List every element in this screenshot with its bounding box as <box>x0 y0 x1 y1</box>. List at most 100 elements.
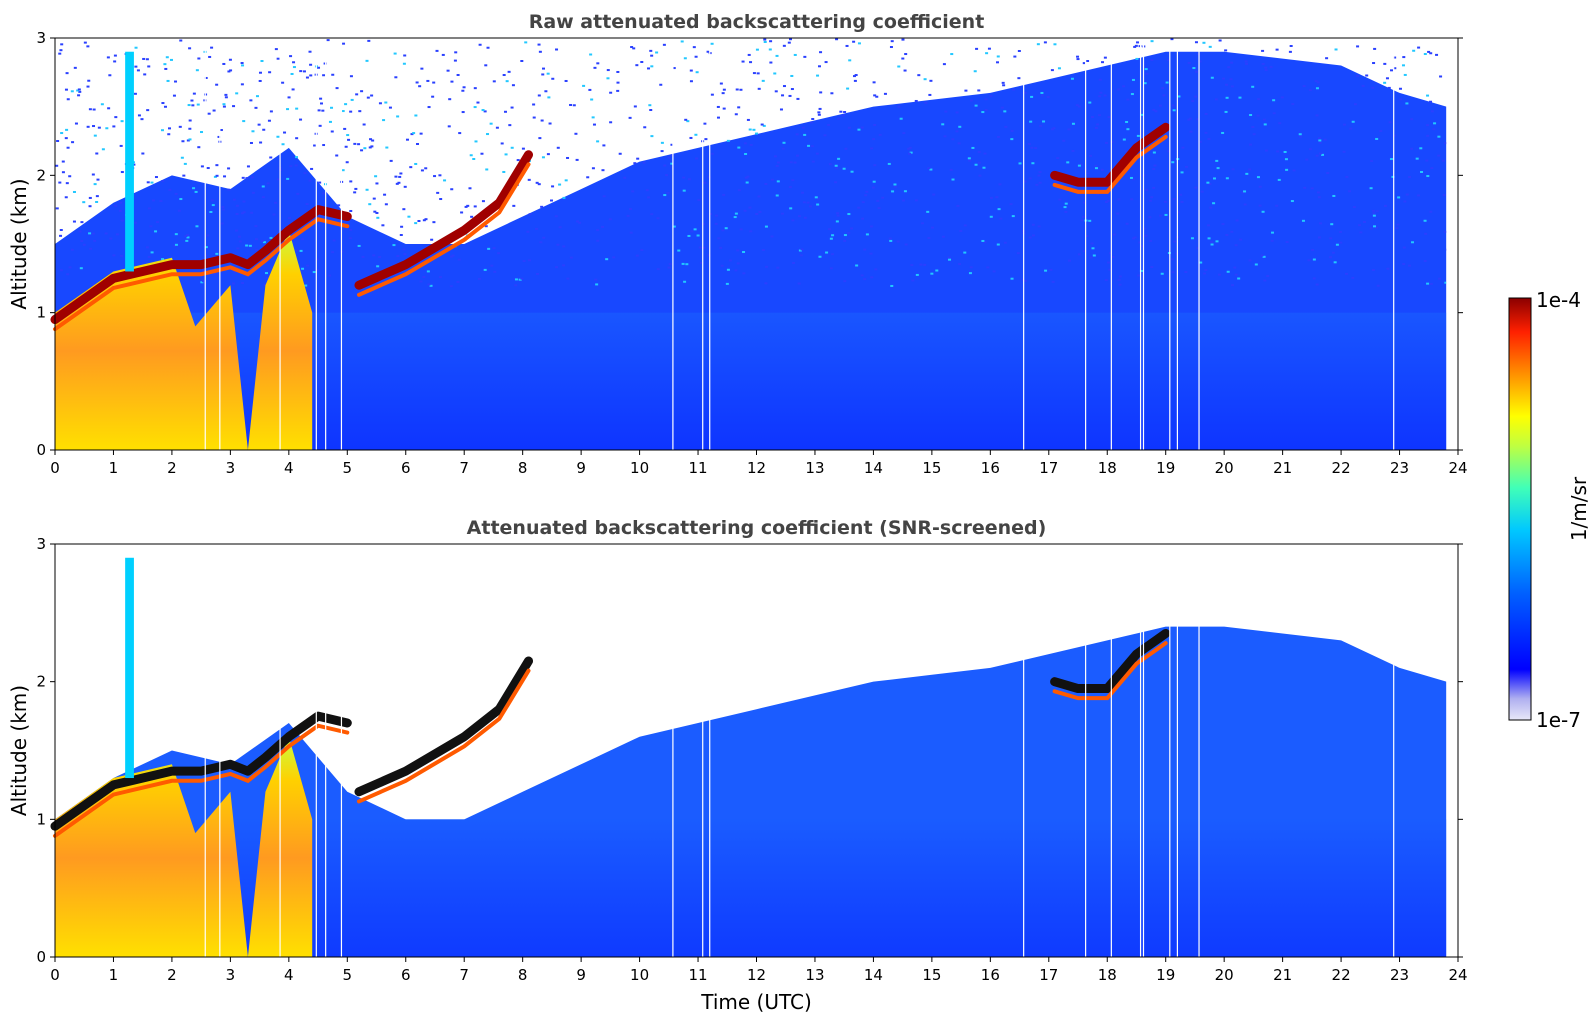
heatmap-noise-pixel <box>889 239 893 242</box>
heatmap-noise-pixel <box>1264 69 1268 72</box>
heatmap-noise-pixel <box>83 41 87 44</box>
heatmap-noise-pixel <box>975 47 979 50</box>
heatmap-noise-pixel <box>514 284 518 287</box>
heatmap-noise-pixel <box>714 222 718 225</box>
heatmap-noise-pixel <box>1260 254 1264 257</box>
heatmap-noise-pixel <box>1209 206 1213 209</box>
heatmap-noise-pixel <box>1042 120 1046 123</box>
heatmap-noise-pixel <box>149 225 153 228</box>
heatmap-noise-pixel <box>1276 150 1280 153</box>
heatmap-noise-pixel <box>96 178 100 181</box>
heatmap-noise-pixel <box>1125 120 1129 123</box>
heatmap-noise-pixel <box>174 192 178 195</box>
heatmap-noise-pixel <box>677 249 681 252</box>
heatmap-noise-pixel <box>540 119 544 122</box>
heatmap-noise-pixel <box>1290 200 1294 203</box>
heatmap-noise-pixel <box>89 247 93 250</box>
heatmap-noise-pixel <box>378 255 382 258</box>
heatmap-noise-pixel <box>1187 61 1191 64</box>
heatmap-noise-pixel <box>305 203 309 206</box>
heatmap-noise-pixel <box>872 81 876 84</box>
heatmap-noise-pixel <box>1185 165 1189 168</box>
heatmap-noise-pixel <box>704 138 708 141</box>
heatmap-noise-pixel <box>721 92 725 95</box>
heatmap-noise-pixel <box>1122 85 1126 88</box>
heatmap-noise-pixel <box>720 264 724 267</box>
heatmap-noise-pixel <box>747 53 751 56</box>
heatmap-noise-pixel <box>419 261 423 264</box>
heatmap-noise-pixel <box>769 40 773 43</box>
heatmap-noise-pixel <box>1191 100 1195 103</box>
heatmap-noise-pixel <box>798 249 802 252</box>
heatmap-noise-pixel <box>1200 190 1204 193</box>
heatmap-noise-pixel <box>1133 236 1137 239</box>
heatmap-noise-pixel <box>1311 248 1315 251</box>
heatmap-noise-pixel <box>344 103 348 106</box>
heatmap-noise-pixel <box>1403 200 1407 203</box>
heatmap-noise-pixel <box>376 216 380 219</box>
x-tick-label: 8 <box>518 966 528 984</box>
heatmap-noise-pixel <box>928 93 932 96</box>
heatmap-noise-pixel <box>87 79 91 82</box>
heatmap-noise-pixel <box>819 51 823 54</box>
heatmap-noise-pixel <box>752 128 756 131</box>
heatmap-noise-pixel <box>1179 193 1183 196</box>
heatmap-noise-pixel <box>82 243 86 246</box>
heatmap-noise-pixel <box>1148 199 1152 202</box>
heatmap-noise-pixel <box>192 187 196 190</box>
heatmap-noise-pixel <box>357 244 361 247</box>
heatmap-noise-pixel <box>1016 252 1020 255</box>
heatmap-noise-pixel <box>485 168 489 171</box>
heatmap-noise-pixel <box>1117 278 1121 281</box>
heatmap-noise-pixel <box>981 239 985 242</box>
heatmap-noise-pixel <box>1365 74 1369 77</box>
heatmap-noise-pixel <box>1231 168 1235 171</box>
x-tick-label: 17 <box>1039 966 1058 984</box>
heatmap-noise-pixel <box>240 62 244 65</box>
heatmap-noise-pixel <box>1117 198 1121 201</box>
heatmap-noise-pixel <box>749 61 753 64</box>
heatmap-noise-pixel <box>1397 196 1401 199</box>
heatmap-noise-pixel <box>555 266 559 269</box>
heatmap-noise-pixel <box>775 54 779 57</box>
heatmap-noise-pixel <box>140 118 144 121</box>
heatmap-noise-pixel <box>1171 271 1175 274</box>
heatmap-noise-pixel <box>95 152 99 155</box>
heatmap-noise-pixel <box>415 81 419 84</box>
heatmap-noise-pixel <box>1057 67 1061 70</box>
heatmap-noise-pixel <box>235 213 239 216</box>
heatmap-noise-pixel <box>92 283 96 286</box>
heatmap-noise-pixel <box>80 240 84 243</box>
heatmap-no-data <box>1446 38 1458 450</box>
heatmap-noise-pixel <box>427 106 431 109</box>
heatmap-noise-pixel <box>1031 234 1035 237</box>
x-tick-label: 22 <box>1332 966 1351 984</box>
heatmap-noise-pixel <box>108 74 112 77</box>
heatmap-noise-pixel <box>618 152 622 155</box>
heatmap-noise-pixel <box>299 249 303 252</box>
heatmap-noise-pixel <box>493 270 497 273</box>
heatmap-noise-pixel <box>572 104 576 107</box>
x-axis-label: Time (UTC) <box>700 990 812 1014</box>
heatmap-noise-pixel <box>781 147 785 150</box>
heatmap-noise-pixel <box>1407 264 1411 267</box>
heatmap-noise-pixel <box>522 260 526 263</box>
heatmap-noise-pixel <box>881 196 885 199</box>
heatmap-noise-pixel <box>1310 187 1314 190</box>
heatmap-noise-pixel <box>1208 45 1212 48</box>
heatmap-noise-pixel <box>383 193 387 196</box>
heatmap-noise-pixel <box>1077 164 1081 167</box>
heatmap-noise-pixel <box>249 99 253 102</box>
heatmap-noise-pixel <box>1444 230 1448 233</box>
heatmap-noise-pixel <box>746 118 750 121</box>
heatmap-noise-pixel <box>260 239 264 242</box>
heatmap-noise-pixel <box>322 192 326 195</box>
heatmap-noise-pixel <box>426 270 430 273</box>
heatmap-noise-pixel <box>752 72 756 75</box>
heatmap-noise-pixel <box>1278 122 1282 125</box>
heatmap-noise-pixel <box>514 278 518 281</box>
heatmap-noise-pixel <box>853 79 857 82</box>
heatmap-noise-pixel <box>819 91 823 94</box>
heatmap-noise-pixel <box>1076 55 1080 58</box>
heatmap-noise-pixel <box>1401 64 1405 67</box>
